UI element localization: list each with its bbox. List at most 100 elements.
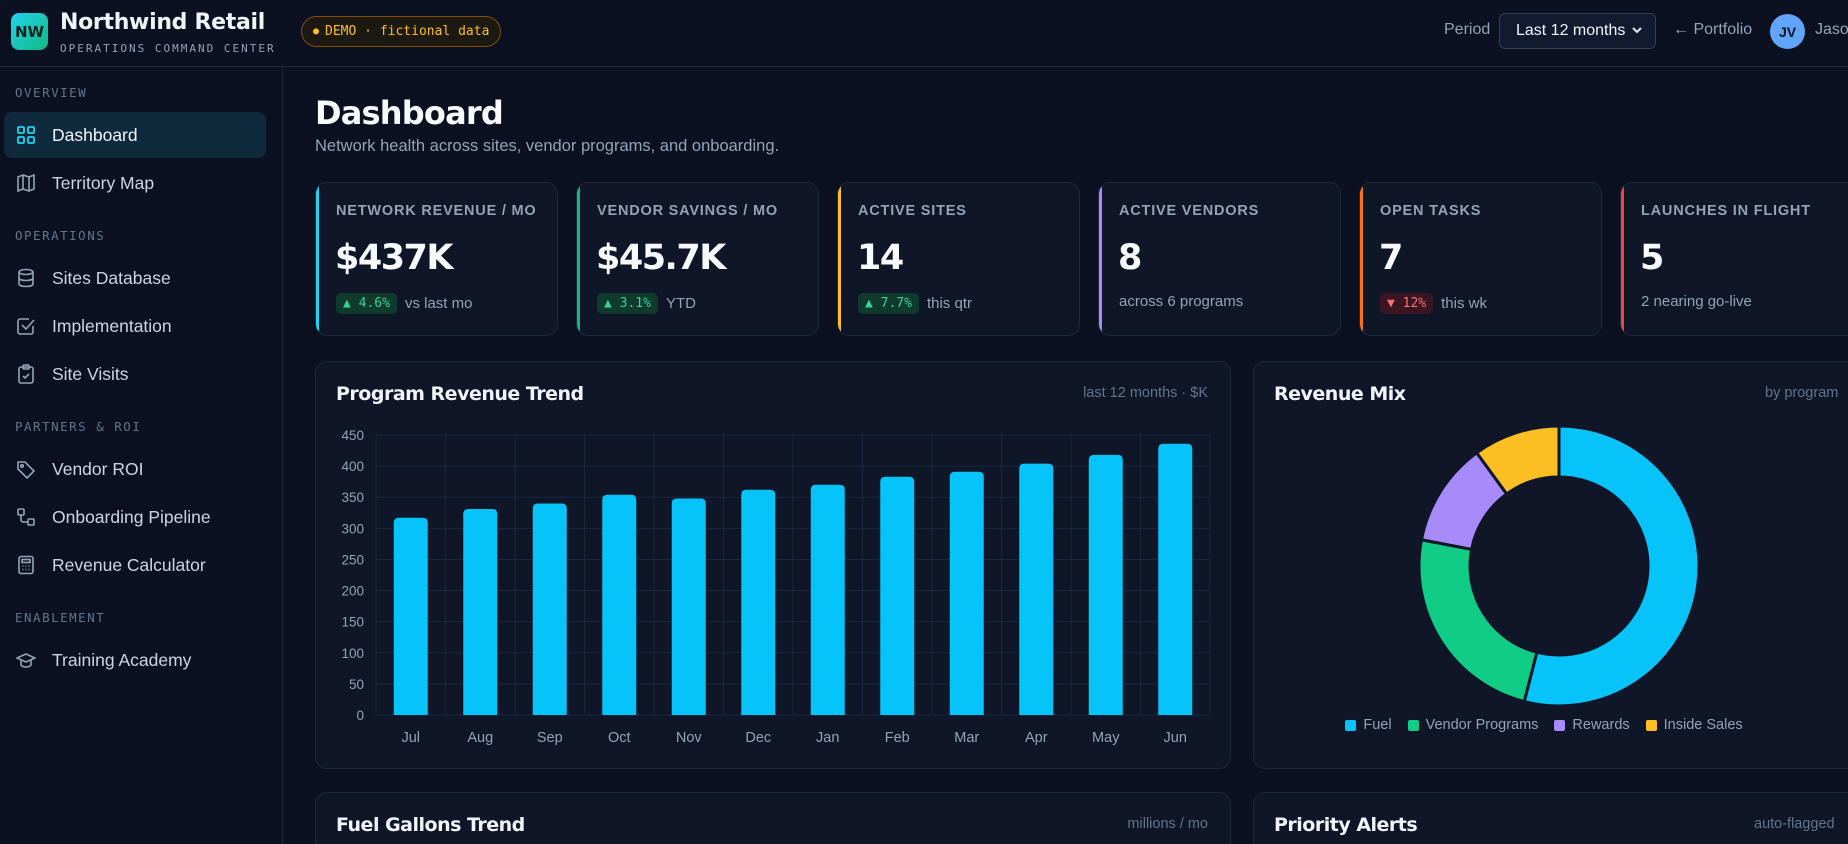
sidebar-item-site-visits[interactable]: Site Visits	[4, 351, 266, 397]
kpi-note: this wk	[1441, 295, 1487, 312]
bar	[741, 489, 776, 715]
card-title: Revenue Mix	[1274, 383, 1406, 405]
kpi-accent-bar	[316, 183, 319, 335]
kpi-value: 7	[1379, 238, 1403, 278]
kpi-card-vendor-savings[interactable]: VENDOR SAVINGS / MO $45.7K ▲ 3.1% YTD	[576, 182, 819, 336]
brand-logo[interactable]: NW	[11, 13, 48, 50]
sidebar-item-label: Sites Database	[52, 267, 171, 288]
nav-section-overview: OVERVIEW	[15, 85, 88, 100]
sidebar-item-revenue-calculator[interactable]: Revenue Calculator	[4, 542, 266, 588]
legend-item[interactable]: Rewards	[1554, 717, 1630, 733]
x-tick-label: May	[1092, 730, 1120, 746]
y-tick-label: 200	[341, 584, 364, 599]
kpi-footer: ▲ 3.1% YTD	[597, 293, 696, 314]
revenue-bar-chart: 0 50 100 150 200 250 300 350 400 450 Jul Aug Sep Oct N…	[341, 428, 1211, 746]
kpi-label: ACTIVE VENDORS	[1119, 203, 1260, 219]
y-tick-label: 150	[341, 615, 364, 630]
sidebar-item-label: Onboarding Pipeline	[52, 506, 211, 527]
bar	[949, 471, 984, 715]
sidebar: OVERVIEW Dashboard Territory Map OPERATI…	[0, 67, 283, 844]
kpi-value: $45.7K	[596, 238, 726, 278]
legend-label: Inside Sales	[1663, 717, 1743, 733]
y-tick-label: 100	[341, 646, 364, 661]
kpi-value: 14	[857, 238, 904, 278]
bar	[880, 476, 915, 715]
x-tick-label: Sep	[537, 730, 563, 746]
priority-alerts-card: Priority Alerts auto-flagged	[1253, 792, 1848, 844]
revenue-trend-card: Program Revenue Trend last 12 months · $…	[315, 361, 1231, 769]
legend-item[interactable]: Inside Sales	[1645, 717, 1743, 733]
portfolio-link[interactable]: ← Portfolio	[1673, 21, 1753, 38]
legend-item[interactable]: Fuel	[1345, 717, 1392, 733]
bar	[810, 484, 845, 715]
card-meta: auto-flagged	[1754, 816, 1835, 832]
sidebar-item-label: Revenue Calculator	[52, 554, 206, 575]
user-name[interactable]: Jason V.	[1815, 21, 1848, 38]
kpi-card-open-tasks[interactable]: OPEN TASKS 7 ▼ 12% this wk	[1359, 182, 1602, 336]
kpi-footer: 2 nearing go-live	[1641, 293, 1752, 310]
pie-slice	[1474, 424, 1561, 497]
database-icon	[16, 268, 36, 288]
demo-badge-label: DEMO · fictional data	[325, 24, 490, 39]
y-tick-label: 300	[341, 521, 364, 536]
card-meta: millions / mo	[1127, 816, 1208, 832]
avatar[interactable]: JV	[1770, 14, 1805, 49]
pie-slice	[1417, 538, 1539, 704]
bar	[463, 509, 498, 715]
dot-icon: ●	[313, 26, 320, 37]
sidebar-item-sites-database[interactable]: Sites Database	[4, 255, 266, 301]
kpi-note: YTD	[665, 295, 696, 312]
sidebar-item-training-academy[interactable]: Training Academy	[4, 637, 266, 683]
kpi-note: across 6 programs	[1119, 293, 1244, 310]
legend-label: Vendor Programs	[1425, 717, 1539, 733]
period-select[interactable]: Last 12 months	[1499, 13, 1656, 49]
period-label: Period	[1444, 21, 1491, 38]
kpi-footer: ▲ 4.6% vs last mo	[336, 293, 472, 314]
sidebar-item-label: Site Visits	[52, 363, 129, 384]
legend-item[interactable]: Vendor Programs	[1407, 717, 1539, 733]
bar	[602, 494, 637, 715]
y-tick-label: 250	[341, 552, 364, 567]
sidebar-item-onboarding-pipeline[interactable]: Onboarding Pipeline	[4, 494, 266, 540]
sidebar-item-vendor-roi[interactable]: Vendor ROI	[4, 446, 266, 492]
chevron-down-icon	[1631, 24, 1643, 39]
kpi-card-launches[interactable]: LAUNCHES IN FLIGHT 5 2 nearing go-live	[1620, 182, 1848, 336]
kpi-footer: across 6 programs	[1119, 293, 1243, 310]
revenue-mix-card: Revenue Mix by program Fuel Vendor Progr…	[1253, 361, 1848, 769]
kpi-label: LAUNCHES IN FLIGHT	[1641, 203, 1811, 219]
graduation-cap-icon	[16, 650, 36, 670]
map-icon	[16, 173, 36, 193]
kpi-footer: ▲ 7.7% this qtr	[858, 293, 972, 314]
demo-badge: ● DEMO · fictional data	[301, 16, 502, 47]
calculator-icon	[16, 555, 36, 575]
sidebar-item-label: Training Academy	[52, 649, 192, 670]
y-tick-label: 350	[341, 490, 364, 505]
bar	[1019, 463, 1054, 715]
kpi-card-active-sites[interactable]: ACTIVE SITES 14 ▲ 7.7% this qtr	[837, 182, 1080, 336]
kpi-card-network-revenue[interactable]: NETWORK REVENUE / MO $437K ▲ 4.6% vs las…	[315, 182, 558, 336]
x-tick-label: Oct	[608, 730, 631, 746]
kpi-delta-badge: ▲ 7.7%	[858, 293, 919, 314]
sidebar-item-label: Implementation	[52, 315, 172, 336]
sidebar-item-implementation[interactable]: Implementation	[4, 303, 266, 349]
sidebar-item-territory-map[interactable]: Territory Map	[4, 160, 266, 206]
card-meta: last 12 months · $K	[1083, 385, 1208, 401]
legend-swatch	[1554, 719, 1566, 731]
kpi-note: 2 nearing go-live	[1641, 293, 1752, 310]
top-bar: NW Northwind Retail OPERATIONS COMMAND C…	[0, 0, 1848, 67]
kpi-card-active-vendors[interactable]: ACTIVE VENDORS 8 across 6 programs	[1098, 182, 1341, 336]
sidebar-item-dashboard[interactable]: Dashboard	[4, 112, 266, 158]
pie-slice	[1522, 424, 1701, 708]
kpi-accent-bar	[1360, 183, 1363, 335]
sidebar-item-label: Territory Map	[52, 172, 155, 193]
kpi-delta-badge: ▲ 4.6%	[336, 293, 397, 314]
y-tick-label: 50	[349, 677, 364, 692]
fuel-trend-card: Fuel Gallons Trend millions / mo	[315, 792, 1231, 844]
x-tick-label: Dec	[745, 730, 771, 746]
kpi-value: 8	[1118, 238, 1142, 278]
legend-label: Fuel	[1363, 717, 1392, 733]
kpi-note: vs last mo	[404, 295, 473, 312]
legend-swatch	[1345, 719, 1357, 731]
kpi-accent-bar	[1621, 183, 1624, 335]
brand-title: Northwind Retail	[60, 10, 265, 35]
